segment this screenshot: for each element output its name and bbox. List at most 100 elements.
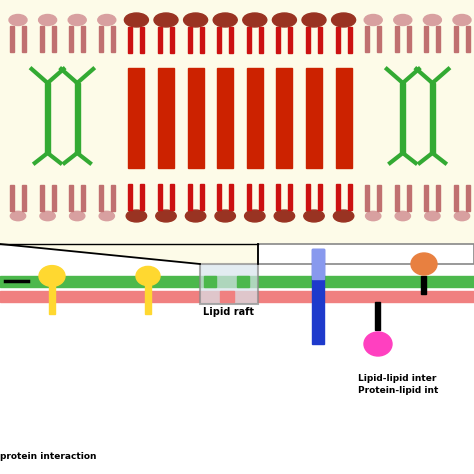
Ellipse shape xyxy=(455,211,470,221)
Ellipse shape xyxy=(154,13,178,27)
Bar xyxy=(200,184,204,210)
Ellipse shape xyxy=(183,13,208,27)
Bar xyxy=(424,26,428,52)
Bar xyxy=(395,185,399,211)
Bar xyxy=(395,26,399,52)
Bar xyxy=(347,184,352,210)
Bar xyxy=(437,26,440,52)
Ellipse shape xyxy=(136,266,160,286)
Ellipse shape xyxy=(98,15,116,26)
Bar xyxy=(0,244,474,474)
Bar xyxy=(247,27,251,53)
Bar xyxy=(188,68,204,168)
Ellipse shape xyxy=(70,211,85,221)
Bar xyxy=(52,185,55,211)
Ellipse shape xyxy=(273,13,296,27)
Bar xyxy=(128,68,145,168)
Bar xyxy=(188,184,191,210)
Ellipse shape xyxy=(302,13,326,27)
Bar xyxy=(258,244,474,264)
Bar xyxy=(276,184,281,210)
Bar xyxy=(40,185,44,211)
Bar xyxy=(336,184,339,210)
Bar xyxy=(229,184,233,210)
Bar xyxy=(128,27,132,53)
Ellipse shape xyxy=(38,15,56,26)
Bar xyxy=(454,185,458,211)
Bar xyxy=(75,83,80,153)
Bar xyxy=(52,26,55,52)
Bar xyxy=(22,26,26,52)
Bar xyxy=(306,27,310,53)
Bar xyxy=(0,0,474,244)
Ellipse shape xyxy=(40,211,55,221)
Bar xyxy=(247,184,251,210)
Bar xyxy=(69,185,73,211)
Bar xyxy=(312,249,324,344)
Bar xyxy=(204,276,216,287)
Bar xyxy=(10,185,14,211)
Bar xyxy=(336,68,352,168)
Text: protein interaction: protein interaction xyxy=(0,452,97,461)
Bar xyxy=(424,185,428,211)
Bar xyxy=(140,27,145,53)
Ellipse shape xyxy=(99,211,114,221)
Text: Protein-lipid int: Protein-lipid int xyxy=(358,386,438,395)
Bar xyxy=(22,185,26,211)
Ellipse shape xyxy=(9,15,27,26)
Bar xyxy=(336,27,339,53)
Bar xyxy=(377,26,381,52)
Bar xyxy=(0,291,474,302)
Bar xyxy=(140,184,145,210)
Bar xyxy=(158,184,162,210)
Bar xyxy=(437,185,440,211)
Bar xyxy=(220,291,234,302)
Bar xyxy=(259,184,263,210)
Text: Lipid raft: Lipid raft xyxy=(203,307,255,317)
Ellipse shape xyxy=(333,210,354,222)
Bar xyxy=(217,27,221,53)
Bar xyxy=(407,26,411,52)
Bar xyxy=(306,184,310,210)
Ellipse shape xyxy=(332,13,356,27)
Bar xyxy=(49,276,55,314)
Bar xyxy=(200,27,204,53)
Ellipse shape xyxy=(395,211,410,221)
Ellipse shape xyxy=(156,210,176,222)
Bar xyxy=(158,68,174,168)
Ellipse shape xyxy=(245,210,265,222)
Bar xyxy=(217,184,221,210)
Bar xyxy=(45,83,50,153)
Ellipse shape xyxy=(215,210,236,222)
Ellipse shape xyxy=(124,13,148,27)
Bar xyxy=(430,83,435,153)
Ellipse shape xyxy=(364,332,392,356)
Ellipse shape xyxy=(394,15,412,26)
Ellipse shape xyxy=(10,211,26,221)
Ellipse shape xyxy=(68,15,86,26)
Ellipse shape xyxy=(213,13,237,27)
Bar xyxy=(128,184,132,210)
Bar xyxy=(200,264,258,304)
Bar xyxy=(276,68,292,168)
Bar xyxy=(170,184,174,210)
Bar xyxy=(99,26,103,52)
Bar xyxy=(375,302,381,330)
Bar xyxy=(145,276,151,314)
Bar xyxy=(111,185,115,211)
Bar xyxy=(217,68,233,168)
Polygon shape xyxy=(0,244,258,264)
Bar xyxy=(40,26,44,52)
Bar xyxy=(365,185,369,211)
Bar xyxy=(247,68,263,168)
Bar xyxy=(276,27,281,53)
Bar xyxy=(306,68,322,168)
Bar xyxy=(81,185,85,211)
Bar xyxy=(0,276,474,287)
Bar xyxy=(259,27,263,53)
Ellipse shape xyxy=(39,265,65,286)
Ellipse shape xyxy=(365,211,381,221)
Bar xyxy=(288,184,292,210)
Bar xyxy=(188,27,191,53)
Bar xyxy=(237,276,249,287)
